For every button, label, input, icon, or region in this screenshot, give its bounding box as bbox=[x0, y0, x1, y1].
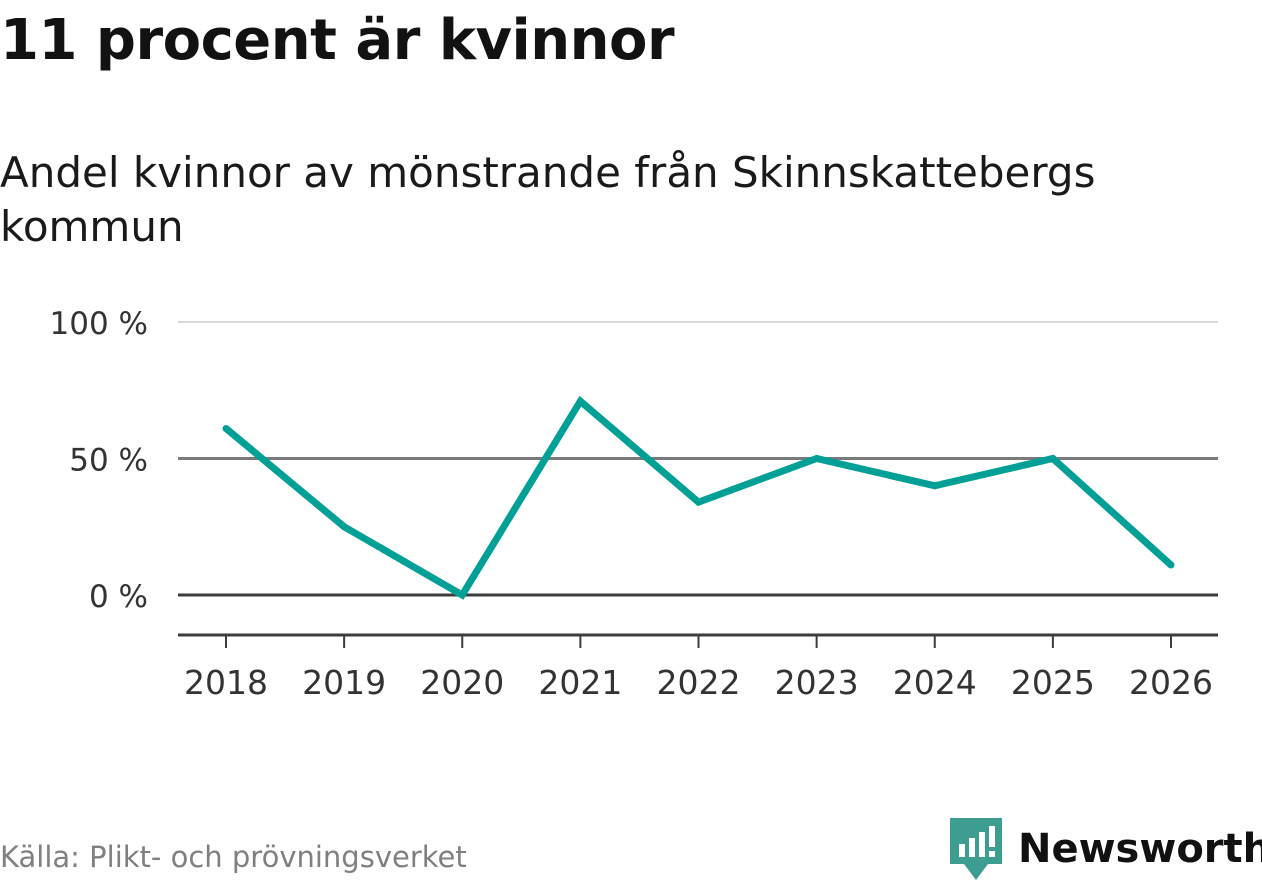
x-tick-label: 2021 bbox=[538, 663, 622, 702]
y-tick-labels: 0 % 50 % 100 % bbox=[50, 306, 148, 615]
gridlines bbox=[178, 321, 1218, 597]
y-tick-label: 100 % bbox=[50, 306, 148, 342]
newsworthy-logo-icon bbox=[950, 818, 1002, 880]
x-tick-label: 2026 bbox=[1129, 663, 1213, 702]
x-tick-label: 2025 bbox=[1011, 663, 1095, 702]
data-point bbox=[695, 498, 702, 506]
brand-name: Newsworthy bbox=[1018, 826, 1262, 872]
data-point bbox=[1049, 455, 1057, 462]
x-tick-label: 2019 bbox=[302, 663, 386, 702]
y-tick-label: 0 % bbox=[89, 579, 148, 615]
chart-subtitle: Andel kvinnor av mönstrande från Skinnsk… bbox=[0, 148, 1096, 251]
x-tick-label: 2020 bbox=[420, 663, 504, 702]
x-tick-label: 2018 bbox=[184, 663, 268, 702]
data-point bbox=[931, 482, 939, 490]
axes bbox=[178, 633, 1218, 648]
y-tick-label: 50 % bbox=[69, 443, 148, 479]
data-point bbox=[458, 591, 466, 599]
brand-logo: Newsworthy bbox=[950, 818, 1262, 880]
data-point bbox=[576, 397, 584, 405]
data-point bbox=[1167, 561, 1175, 569]
series-group bbox=[222, 395, 1175, 600]
x-tick-label: 2024 bbox=[893, 663, 977, 702]
data-point bbox=[340, 523, 348, 531]
series-line bbox=[223, 395, 1174, 600]
data-point bbox=[813, 455, 821, 462]
x-tick-labels: 2018 2019 2020 2021 2022 2023 2024 2025 2026 bbox=[184, 663, 1213, 702]
x-tick-label: 2022 bbox=[657, 663, 741, 702]
source-note: Källa: Plikt- och prövningsverket bbox=[0, 840, 467, 874]
chart-title: 11 procent är kvinnor bbox=[0, 8, 675, 73]
data-point bbox=[222, 424, 230, 432]
x-tick-label: 2023 bbox=[775, 663, 859, 702]
